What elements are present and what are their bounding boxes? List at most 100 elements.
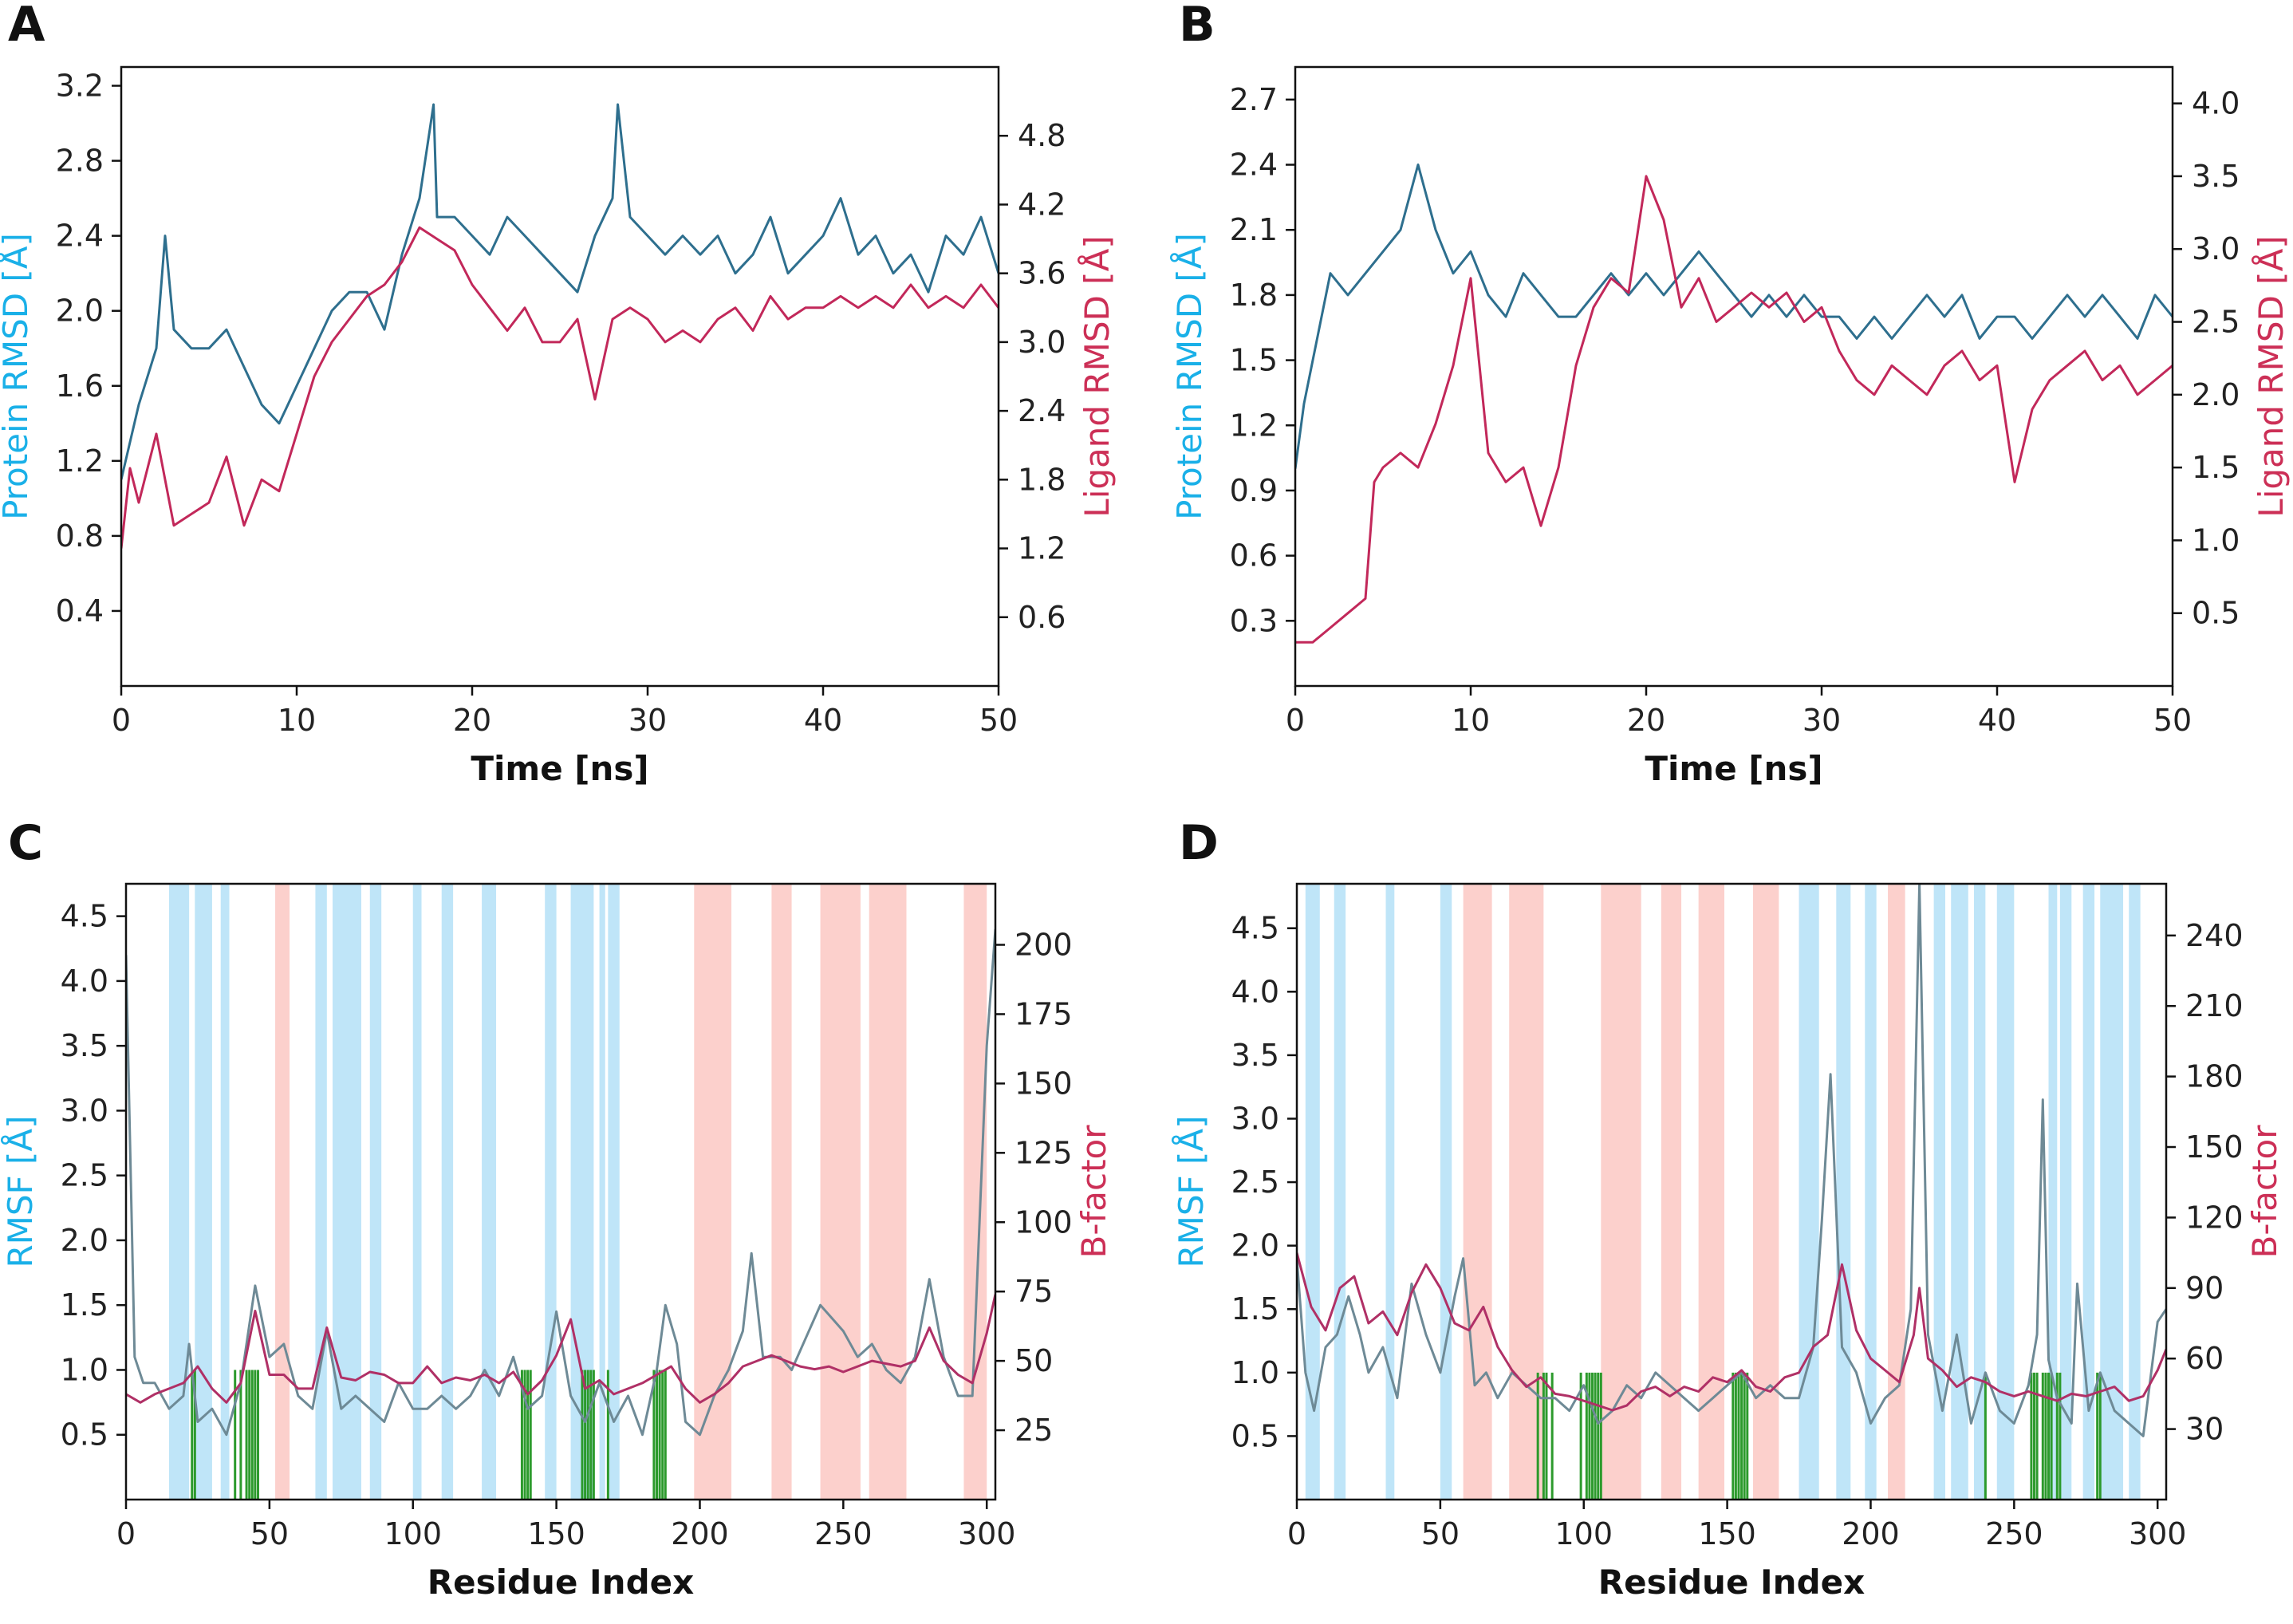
helix-band xyxy=(1440,884,1452,1500)
strand-band xyxy=(771,884,792,1500)
x-tick-label: 200 xyxy=(1842,1516,1900,1551)
series-line-b-factor xyxy=(126,1294,995,1404)
y-right-axis-title: B-factor xyxy=(2245,1125,2284,1259)
x-tick-label: 40 xyxy=(804,703,842,738)
strand-band xyxy=(820,884,861,1500)
helix-band xyxy=(599,884,605,1500)
series-line-protein-rmsd xyxy=(121,103,999,480)
x-tick-label: 20 xyxy=(1627,703,1665,738)
helix-band xyxy=(2100,884,2124,1500)
y-left-tick-label: 0.3 xyxy=(1230,603,1278,638)
plot-area xyxy=(126,884,995,1500)
y-left-tick-label: 1.0 xyxy=(1231,1355,1279,1390)
plot-frame xyxy=(1295,882,2168,1501)
y-left-tick-label: 2.5 xyxy=(61,1158,108,1193)
y-right-tick-label: 75 xyxy=(1015,1274,1053,1309)
helix-band xyxy=(2048,884,2058,1500)
panel-label: A xyxy=(8,0,45,53)
helix-band xyxy=(369,884,382,1500)
helix-band xyxy=(1385,884,1395,1500)
strand-band xyxy=(1661,884,1682,1500)
x-tick-label: 50 xyxy=(1421,1516,1460,1551)
panel-label: B xyxy=(1179,0,1215,53)
y-left-tick-label: 1.5 xyxy=(61,1287,108,1322)
x-tick-label: 50 xyxy=(250,1516,289,1551)
x-tick-label: 10 xyxy=(278,703,316,738)
panel-b: B 0 10 20 30 40 50 0.3 0.6 0.9 1.2 1.5 1.8 2.1 2.4 2.7… xyxy=(1169,0,2293,809)
y-left-axis-title: RMSF [Å] xyxy=(1171,1115,1211,1267)
strand-band xyxy=(963,884,987,1500)
y-left-tick-label: 0.6 xyxy=(1230,538,1278,574)
panel-a: A 0 10 20 30 40 50 0.4 0.8 1.2 1.6 2.0 2.4 2.8 3.2 0.6… xyxy=(0,0,1146,809)
x-axis-title: Residue Index xyxy=(1598,1563,1865,1602)
y-right-tick-label: 3.5 xyxy=(2192,159,2240,194)
helix-band xyxy=(441,884,454,1500)
x-tick-label: 50 xyxy=(2153,703,2192,738)
x-tick-label: 100 xyxy=(1554,1516,1613,1551)
series-line-rmsf xyxy=(126,928,995,1437)
chart-d: 0 50 100 150 200 250 300 0.5 1.0 1.5 2.0 2.5 3.0 3.5 4… xyxy=(1171,882,2284,1602)
y-left-tick-label: 2.0 xyxy=(1231,1228,1279,1263)
y-left-tick-label: 3.5 xyxy=(1231,1038,1279,1073)
y-left-tick-label: 0.5 xyxy=(1231,1418,1279,1453)
y-left-tick-label: 0.8 xyxy=(56,518,104,554)
x-tick-label: 20 xyxy=(453,703,491,738)
helix-band xyxy=(195,884,212,1500)
y-left-tick-label: 2.0 xyxy=(61,1223,108,1258)
y-right-tick-label: 2.4 xyxy=(1018,393,1066,428)
helix-band xyxy=(1836,884,1851,1500)
chart-b: 0 10 20 30 40 50 0.3 0.6 0.9 1.2 1.5 1.8 2.1 2.4 2.7 0.… xyxy=(1169,65,2291,788)
y-right-axis-title: Ligand RMSD [Å] xyxy=(2251,235,2291,517)
x-tick-label: 100 xyxy=(384,1516,442,1551)
y-right-tick-label: 200 xyxy=(1015,928,1073,963)
y-right-tick-label: 150 xyxy=(1015,1066,1073,1101)
y-right-tick-label: 2.0 xyxy=(2192,377,2240,412)
y-right-tick-label: 100 xyxy=(1015,1204,1073,1240)
strand-band xyxy=(1698,884,1725,1500)
y-right-tick-label: 210 xyxy=(2185,988,2244,1023)
helix-band xyxy=(2082,884,2095,1500)
y-left-tick-label: 2.0 xyxy=(56,294,104,329)
y-right-tick-label: 240 xyxy=(2185,918,2244,953)
y-left-tick-label: 2.4 xyxy=(1230,148,1278,183)
helix-band xyxy=(1865,884,1877,1500)
y-right-tick-label: 1.2 xyxy=(1018,531,1066,566)
y-left-tick-label: 1.6 xyxy=(56,369,104,404)
y-left-tick-label: 0.5 xyxy=(61,1417,108,1453)
strand-band xyxy=(694,884,732,1500)
y-left-tick-label: 1.8 xyxy=(1230,278,1278,313)
y-left-tick-label: 0.9 xyxy=(1230,473,1278,508)
helix-band xyxy=(333,884,361,1500)
y-left-tick-label: 2.7 xyxy=(1230,82,1278,117)
y-right-tick-label: 125 xyxy=(1015,1135,1073,1170)
y-right-tick-label: 90 xyxy=(2185,1271,2224,1306)
y-right-tick-label: 0.5 xyxy=(2192,596,2240,631)
helix-band xyxy=(608,884,620,1500)
strand-band xyxy=(869,884,907,1500)
x-tick-label: 10 xyxy=(1452,703,1490,738)
y-right-tick-label: 3.0 xyxy=(1018,325,1066,360)
strand-band xyxy=(1752,884,1779,1500)
strand-band xyxy=(1463,884,1492,1500)
plot-area xyxy=(1295,164,2173,644)
y-left-tick-label: 0.4 xyxy=(56,593,104,629)
series-line-protein-rmsd xyxy=(1295,164,2173,469)
series-line-ligand-rmsd xyxy=(121,226,999,549)
helix-band xyxy=(2059,884,2072,1500)
y-right-tick-label: 3.0 xyxy=(2192,231,2240,266)
y-right-tick-label: 175 xyxy=(1015,996,1073,1031)
strand-band xyxy=(275,884,290,1500)
y-right-tick-label: 30 xyxy=(2185,1412,2224,1447)
x-tick-label: 0 xyxy=(1286,703,1305,738)
series-line-ligand-rmsd xyxy=(1295,175,2173,644)
chart-c: 0 50 100 150 200 250 300 0.5 1.0 1.5 2.0 2.5 3.0 3.5 4… xyxy=(0,882,1113,1602)
x-tick-label: 300 xyxy=(958,1516,1016,1551)
x-tick-label: 0 xyxy=(116,1516,136,1551)
y-left-tick-label: 2.5 xyxy=(1231,1165,1279,1200)
chart-a: 0 10 20 30 40 50 0.4 0.8 1.2 1.6 2.0 2.4 2.8 3.2 0.6 1.… xyxy=(0,65,1117,788)
y-left-tick-label: 1.5 xyxy=(1231,1291,1279,1326)
y-left-axis-title: Protein RMSD [Å] xyxy=(1169,233,1209,520)
y-right-axis-title: B-factor xyxy=(1074,1125,1113,1259)
helix-band xyxy=(1951,884,1968,1500)
helix-band xyxy=(1973,884,1986,1500)
